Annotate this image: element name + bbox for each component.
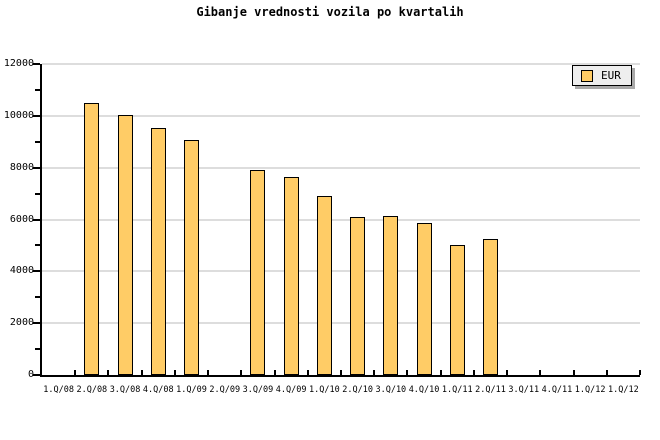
x-tick-label: 1.Q/12: [608, 385, 639, 395]
bar: [84, 102, 100, 375]
gridline: [42, 63, 640, 65]
bar: [283, 176, 299, 375]
x-tick: [373, 370, 376, 375]
x-tick-label: 4.Q/11: [541, 385, 573, 395]
x-tick: [406, 370, 409, 375]
x-tick-label: 4.Q/08: [142, 385, 174, 395]
bar: [150, 127, 166, 375]
x-tick-label: 2.Q/08: [76, 385, 108, 395]
x-tick: [340, 370, 342, 375]
y-major-tick: [33, 166, 40, 169]
y-tick-label: 10000: [3, 109, 34, 121]
x-tick: [306, 370, 309, 375]
gridline: [42, 114, 640, 117]
x-tick-label: 3.Q/08: [109, 385, 141, 395]
x-tick: [439, 370, 442, 375]
x-tick: [74, 370, 77, 375]
y-tick-label: 8000: [9, 161, 34, 173]
x-tick: [173, 370, 176, 375]
x-tick: [639, 370, 641, 375]
y-major-tick: [33, 114, 40, 117]
x-tick-label: 2.Q/09: [209, 385, 241, 395]
y-tick-label: 4000: [9, 265, 34, 277]
x-tick: [140, 370, 143, 375]
y-major-tick: [33, 374, 40, 376]
bar: [250, 170, 266, 375]
y-minor-tick: [35, 140, 40, 143]
y-major-tick: [33, 270, 40, 273]
x-tick-label: 1.Q/12: [574, 385, 606, 395]
bar: [449, 245, 465, 375]
x-tick-label: 3.Q/09: [242, 385, 274, 395]
x-tick-label: 1.Q/09: [176, 385, 207, 395]
x-tick-label: 2.Q/11: [475, 385, 506, 395]
legend-swatch-eur: [581, 69, 593, 82]
y-tick-label: 2000: [9, 317, 34, 329]
x-tick: [240, 370, 243, 375]
y-tick-label: 12000: [3, 58, 34, 69]
plot-area: [33, 63, 641, 377]
x-tick: [472, 370, 475, 375]
y-tick-label: 0: [27, 369, 34, 380]
x-tick-label: 2.Q/10: [342, 385, 373, 395]
y-minor-tick: [35, 192, 40, 195]
x-tick-label: 3.Q/10: [375, 385, 407, 395]
x-tick: [539, 370, 542, 375]
y-minor-tick: [35, 296, 40, 299]
y-tick-label: 6000: [9, 213, 34, 225]
x-tick: [107, 370, 110, 375]
x-tick: [605, 370, 608, 375]
y-major-tick: [33, 218, 40, 221]
gridline: [42, 270, 640, 273]
x-tick-label: 4.Q/09: [275, 385, 307, 395]
gridline: [42, 322, 640, 325]
bar: [184, 140, 199, 375]
x-tick-label: 4.Q/10: [408, 385, 440, 395]
x-tick-label: 3.Q/11: [508, 385, 540, 395]
x-tick: [207, 370, 210, 375]
bar: [316, 196, 332, 375]
chart-title: Gibanje vrednosti vozila po kvartalih: [196, 5, 464, 19]
gridline: [42, 218, 640, 221]
x-tick: [273, 370, 276, 375]
x-tick-label: 1.Q/08: [43, 385, 74, 395]
bar: [383, 215, 399, 375]
gridline: [42, 166, 640, 169]
y-major-tick: [33, 322, 40, 325]
y-minor-tick: [35, 244, 40, 247]
bar: [416, 223, 432, 375]
bar: [117, 114, 133, 375]
x-tick: [506, 370, 509, 375]
y-minor-tick: [35, 88, 40, 91]
x-tick: [572, 370, 575, 375]
y-major-tick: [33, 63, 40, 65]
x-tick-label: 1.Q/11: [441, 385, 473, 395]
bar: [483, 238, 498, 375]
legend: EUR: [572, 65, 632, 86]
legend-label: EUR: [601, 69, 621, 82]
bar: [350, 216, 366, 375]
x-tick-label: 1.Q/10: [309, 385, 340, 395]
y-minor-tick: [35, 348, 40, 351]
